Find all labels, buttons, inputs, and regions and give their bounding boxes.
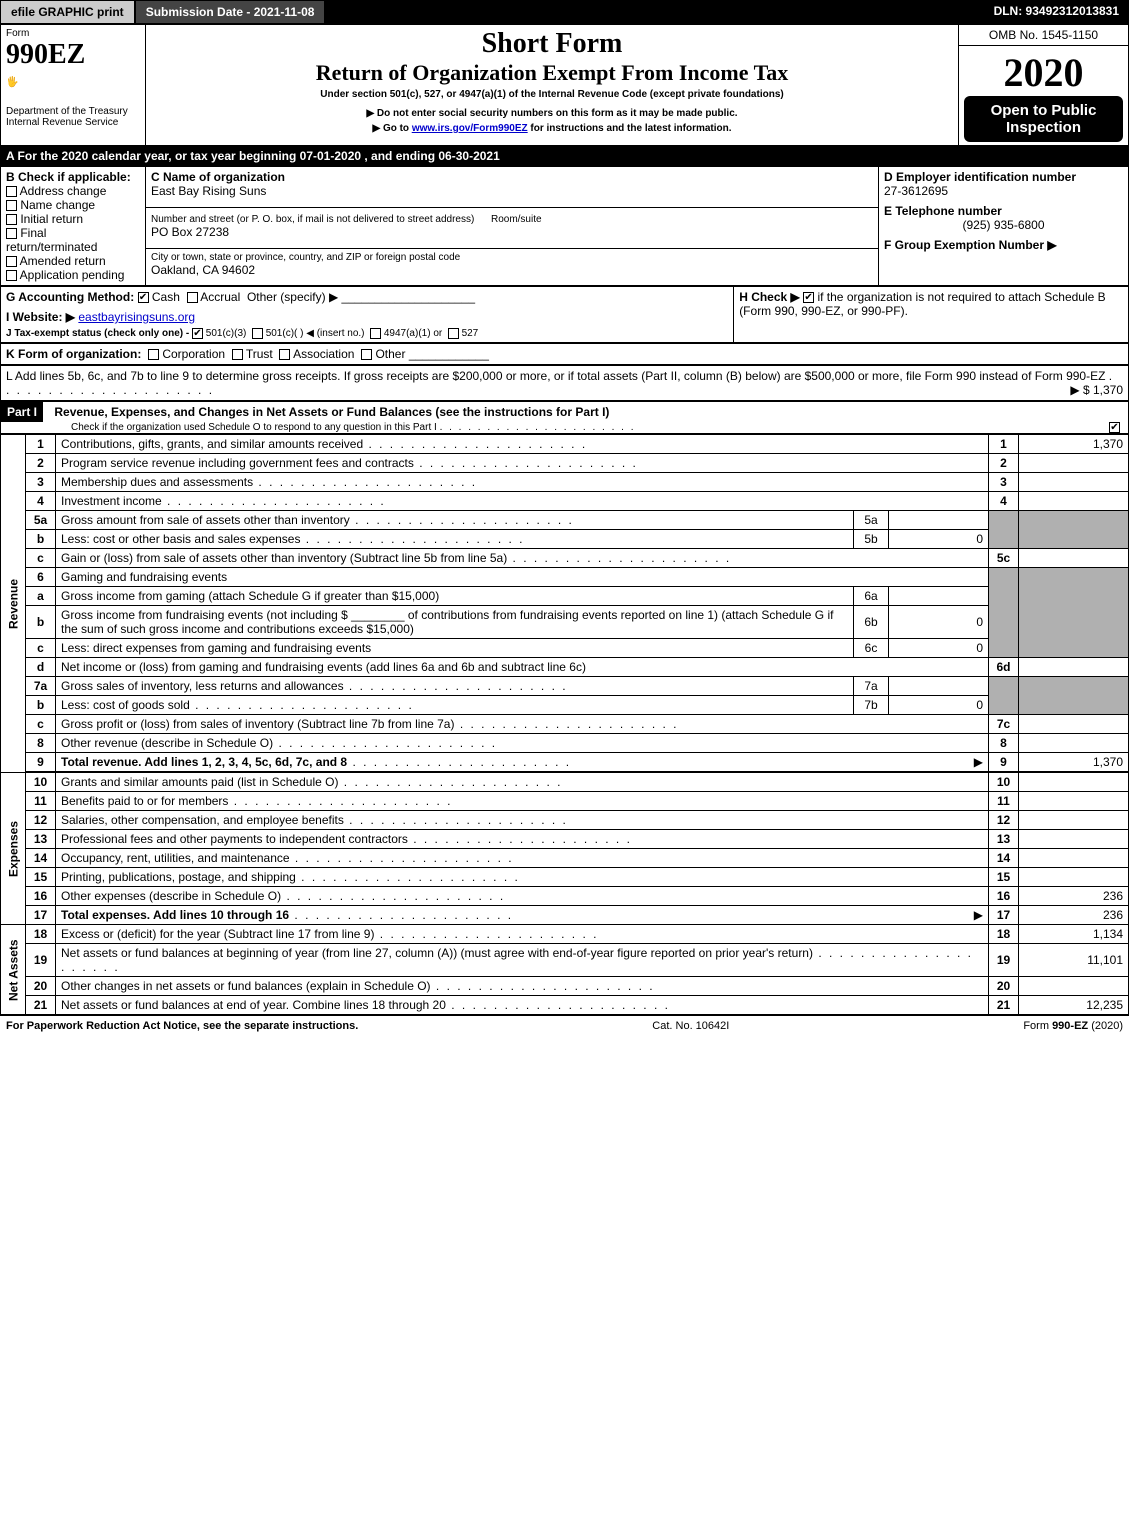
check-schedule-b[interactable]: ✔ bbox=[803, 292, 814, 303]
expenses-side-label: Expenses bbox=[1, 773, 26, 925]
total-revenue-value: 1,370 bbox=[1019, 753, 1129, 772]
check-4947[interactable] bbox=[370, 328, 381, 339]
check-527[interactable] bbox=[448, 328, 459, 339]
omb-number: OMB No. 1545-1150 bbox=[959, 25, 1129, 46]
dln-label: DLN: 93492312013831 bbox=[984, 0, 1129, 24]
room-label: Room/suite bbox=[491, 214, 542, 225]
total-expenses-value: 236 bbox=[1019, 906, 1129, 925]
org-name: East Bay Rising Suns bbox=[151, 184, 873, 198]
other-specify: Other (specify) ▶ bbox=[247, 290, 338, 304]
page-footer: For Paperwork Reduction Act Notice, see … bbox=[0, 1015, 1129, 1036]
part1-title: Revenue, Expenses, and Changes in Net As… bbox=[54, 405, 609, 419]
city-label: City or town, state or province, country… bbox=[151, 252, 873, 263]
city-value: Oakland, CA 94602 bbox=[151, 263, 873, 277]
line-g-label: G Accounting Method: bbox=[6, 290, 134, 304]
check-schedule-o[interactable]: ✔ bbox=[1109, 422, 1120, 433]
box-f-label: F Group Exemption Number ▶ bbox=[884, 238, 1123, 252]
ein-value: 27-3612695 bbox=[884, 184, 1123, 198]
street-value: PO Box 27238 bbox=[151, 225, 873, 239]
main-title: Return of Organization Exempt From Incom… bbox=[151, 60, 953, 86]
line-l: L Add lines 5b, 6c, and 7b to line 9 to … bbox=[1, 366, 1129, 401]
submission-date-button[interactable]: Submission Date - 2021-11-08 bbox=[135, 0, 326, 24]
check-501c3[interactable]: ✔ bbox=[192, 328, 203, 339]
line-h-label: H Check ▶ bbox=[739, 290, 800, 304]
goto-link[interactable]: ▶ Go to www.irs.gov/Form990EZ for instru… bbox=[151, 123, 953, 134]
line-1-num: 1 bbox=[26, 435, 56, 454]
part1-badge: Part I bbox=[1, 402, 43, 422]
tax-year: 2020 bbox=[964, 49, 1123, 96]
period-line-a: A For the 2020 calendar year, or tax yea… bbox=[0, 146, 1129, 166]
check-trust[interactable] bbox=[232, 349, 243, 360]
box-d-label: D Employer identification number bbox=[884, 170, 1123, 184]
form-header: Form 990EZ 🖐 Department of the Treasury … bbox=[0, 24, 1129, 146]
irs-label: Internal Revenue Service bbox=[6, 117, 140, 128]
box-c-label: C Name of organization bbox=[151, 170, 873, 184]
net-assets-end-value: 12,235 bbox=[1019, 996, 1129, 1015]
dept-label: Department of the Treasury bbox=[6, 106, 140, 117]
short-form-title: Short Form bbox=[151, 28, 953, 60]
revenue-side-label: Revenue bbox=[1, 435, 26, 773]
open-public-badge: Open to Public Inspection bbox=[964, 96, 1123, 142]
check-address-change[interactable]: Address change bbox=[6, 184, 140, 198]
check-amended-return[interactable]: Amended return bbox=[6, 254, 140, 268]
subtitle: Under section 501(c), 527, or 4947(a)(1)… bbox=[151, 89, 953, 100]
part1-check-text: Check if the organization used Schedule … bbox=[71, 422, 437, 433]
check-accrual[interactable] bbox=[187, 292, 198, 303]
line-k: K Form of organization: Corporation Trus… bbox=[1, 344, 1129, 365]
entity-info-block: B Check if applicable: Address change Na… bbox=[0, 166, 1129, 286]
street-label: Number and street (or P. O. box, if mail… bbox=[151, 214, 474, 225]
footer-left: For Paperwork Reduction Act Notice, see … bbox=[6, 1020, 358, 1032]
top-bar: efile GRAPHIC print Submission Date - 20… bbox=[0, 0, 1129, 24]
check-association[interactable] bbox=[279, 349, 290, 360]
check-corporation[interactable] bbox=[148, 349, 159, 360]
form-word: Form bbox=[6, 28, 140, 39]
website-link[interactable]: eastbayrisingsuns.org bbox=[78, 310, 195, 324]
phone-value: (925) 935-6800 bbox=[884, 218, 1123, 232]
form-number: 990EZ bbox=[6, 39, 140, 71]
footer-mid: Cat. No. 10642I bbox=[652, 1020, 729, 1032]
check-501c[interactable] bbox=[252, 328, 263, 339]
check-final-return[interactable]: Final return/terminated bbox=[6, 226, 140, 254]
part1-lines-table: Revenue 1 Contributions, gifts, grants, … bbox=[0, 434, 1129, 1015]
netassets-side-label: Net Assets bbox=[1, 925, 26, 1015]
line-1-text: Contributions, gifts, grants, and simila… bbox=[61, 437, 363, 451]
ssn-warning: ▶ Do not enter social security numbers o… bbox=[151, 108, 953, 119]
box-b-title: B Check if applicable: bbox=[6, 170, 140, 184]
check-application-pending[interactable]: Application pending bbox=[6, 268, 140, 282]
footer-right: Form 990-EZ (2020) bbox=[1023, 1020, 1123, 1032]
check-other-org[interactable] bbox=[361, 349, 372, 360]
check-initial-return[interactable]: Initial return bbox=[6, 212, 140, 226]
line-j-label: J Tax-exempt status (check only one) - bbox=[6, 328, 189, 339]
line-1-value: 1,370 bbox=[1019, 435, 1129, 454]
accounting-row: G Accounting Method: ✔ Cash Accrual Othe… bbox=[0, 286, 1129, 343]
efile-print-button[interactable]: efile GRAPHIC print bbox=[0, 0, 135, 24]
box-e-label: E Telephone number bbox=[884, 204, 1123, 218]
line-i-label: I Website: ▶ bbox=[6, 310, 75, 324]
check-cash[interactable]: ✔ bbox=[138, 292, 149, 303]
check-name-change[interactable]: Name change bbox=[6, 198, 140, 212]
line-1-rn: 1 bbox=[989, 435, 1019, 454]
